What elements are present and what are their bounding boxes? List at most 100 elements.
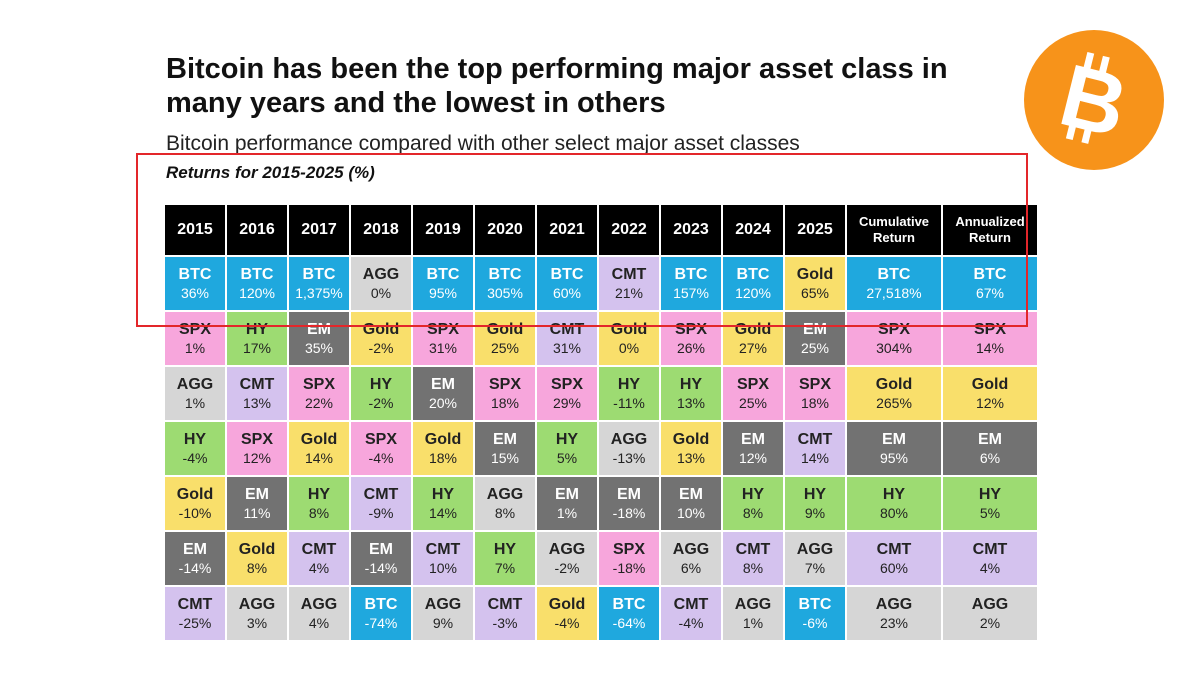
return-value: 36%: [180, 284, 210, 301]
return-value: 31%: [552, 339, 582, 356]
asset-label: AGG: [734, 595, 772, 613]
return-value: 21%: [614, 284, 644, 301]
return-value: 8%: [742, 504, 764, 521]
asset-label: AGG: [486, 485, 524, 503]
return-value: 13%: [676, 449, 706, 466]
return-value: 15%: [490, 449, 520, 466]
return-value: 14%: [428, 504, 458, 521]
return-cell: Gold -10%: [165, 477, 225, 530]
asset-label: CMT: [363, 485, 399, 503]
return-value: 27,518%: [866, 284, 922, 301]
asset-label: EM: [803, 320, 827, 338]
asset-label: EM: [493, 430, 517, 448]
asset-label: BTC: [302, 265, 336, 283]
return-cell: SPX 18%: [475, 367, 535, 420]
return-cell: BTC 120%: [227, 257, 287, 310]
return-cell: CMT 4%: [943, 532, 1037, 585]
return-cell: HY 17%: [227, 312, 287, 365]
asset-label: BTC: [178, 265, 212, 283]
asset-label: EM: [307, 320, 331, 338]
return-cell: HY -4%: [165, 422, 225, 475]
return-cell: CMT 60%: [847, 532, 941, 585]
asset-label: EM: [369, 540, 393, 558]
asset-label: SPX: [877, 320, 910, 338]
return-cell: Gold -2%: [351, 312, 411, 365]
return-value: 17%: [242, 339, 272, 356]
return-cell: HY 14%: [413, 477, 473, 530]
column-header: 2017: [289, 205, 349, 255]
return-cell: HY -2%: [351, 367, 411, 420]
return-value: -3%: [492, 614, 518, 631]
return-value: -14%: [364, 559, 398, 576]
return-value: -4%: [368, 449, 394, 466]
return-cell: HY 5%: [537, 422, 597, 475]
asset-label: CMT: [797, 430, 833, 448]
return-value: 10%: [676, 504, 706, 521]
asset-label: BTC: [364, 595, 398, 613]
return-cell: SPX 26%: [661, 312, 721, 365]
return-cell: BTC 1,375%: [289, 257, 349, 310]
return-value: 95%: [428, 284, 458, 301]
return-cell: BTC 36%: [165, 257, 225, 310]
return-cell: EM 1%: [537, 477, 597, 530]
return-cell: SPX 31%: [413, 312, 473, 365]
column-header: 2015: [165, 205, 225, 255]
return-cell: HY -11%: [599, 367, 659, 420]
return-value: 14%: [975, 339, 1005, 356]
return-value: 8%: [308, 504, 330, 521]
return-cell: Gold 12%: [943, 367, 1037, 420]
return-cell: CMT 10%: [413, 532, 473, 585]
column-header: 2022: [599, 205, 659, 255]
return-value: 8%: [742, 559, 764, 576]
return-cell: SPX 25%: [723, 367, 783, 420]
asset-label: HY: [617, 375, 641, 393]
return-cell: SPX 12%: [227, 422, 287, 475]
return-cell: AGG -2%: [537, 532, 597, 585]
asset-label: HY: [307, 485, 331, 503]
return-cell: HY 7%: [475, 532, 535, 585]
column-header: Cumulative Return: [847, 205, 941, 255]
asset-label: HY: [803, 485, 827, 503]
return-value: 265%: [876, 394, 912, 411]
asset-label: HY: [882, 485, 906, 503]
return-value: -74%: [364, 614, 398, 631]
return-cell: SPX -18%: [599, 532, 659, 585]
asset-label: HY: [183, 430, 207, 448]
return-value: -10%: [178, 504, 212, 521]
return-cell: AGG 6%: [661, 532, 721, 585]
return-value: 65%: [800, 284, 830, 301]
chart-subtitle: Bitcoin performance compared with other …: [166, 132, 800, 155]
return-cell: SPX 1%: [165, 312, 225, 365]
return-value: 6%: [680, 559, 702, 576]
asset-label: CMT: [301, 540, 337, 558]
return-value: 26%: [676, 339, 706, 356]
asset-label: CMT: [876, 540, 912, 558]
return-cell: EM 15%: [475, 422, 535, 475]
asset-label: BTC: [488, 265, 522, 283]
return-value: -4%: [678, 614, 704, 631]
asset-label: Gold: [610, 320, 648, 338]
return-value: 157%: [673, 284, 709, 301]
asset-label: CMT: [611, 265, 647, 283]
asset-label: SPX: [798, 375, 831, 393]
return-cell: AGG 1%: [165, 367, 225, 420]
return-cell: CMT 13%: [227, 367, 287, 420]
return-value: 4%: [308, 559, 330, 576]
return-cell: BTC -74%: [351, 587, 411, 640]
return-value: 60%: [879, 559, 909, 576]
asset-label: Gold: [176, 485, 214, 503]
asset-label: Gold: [672, 430, 710, 448]
return-cell: HY 8%: [723, 477, 783, 530]
return-cell: SPX 304%: [847, 312, 941, 365]
return-cell: CMT 4%: [289, 532, 349, 585]
return-value: 6%: [979, 449, 1001, 466]
asset-label: HY: [679, 375, 703, 393]
return-value: 25%: [490, 339, 520, 356]
return-value: 7%: [804, 559, 826, 576]
return-cell: BTC 95%: [413, 257, 473, 310]
chart-title: Bitcoin has been the top performing majo…: [166, 53, 948, 119]
return-cell: AGG -13%: [599, 422, 659, 475]
return-value: 0%: [618, 339, 640, 356]
return-cell: SPX -4%: [351, 422, 411, 475]
asset-label: CMT: [735, 540, 771, 558]
